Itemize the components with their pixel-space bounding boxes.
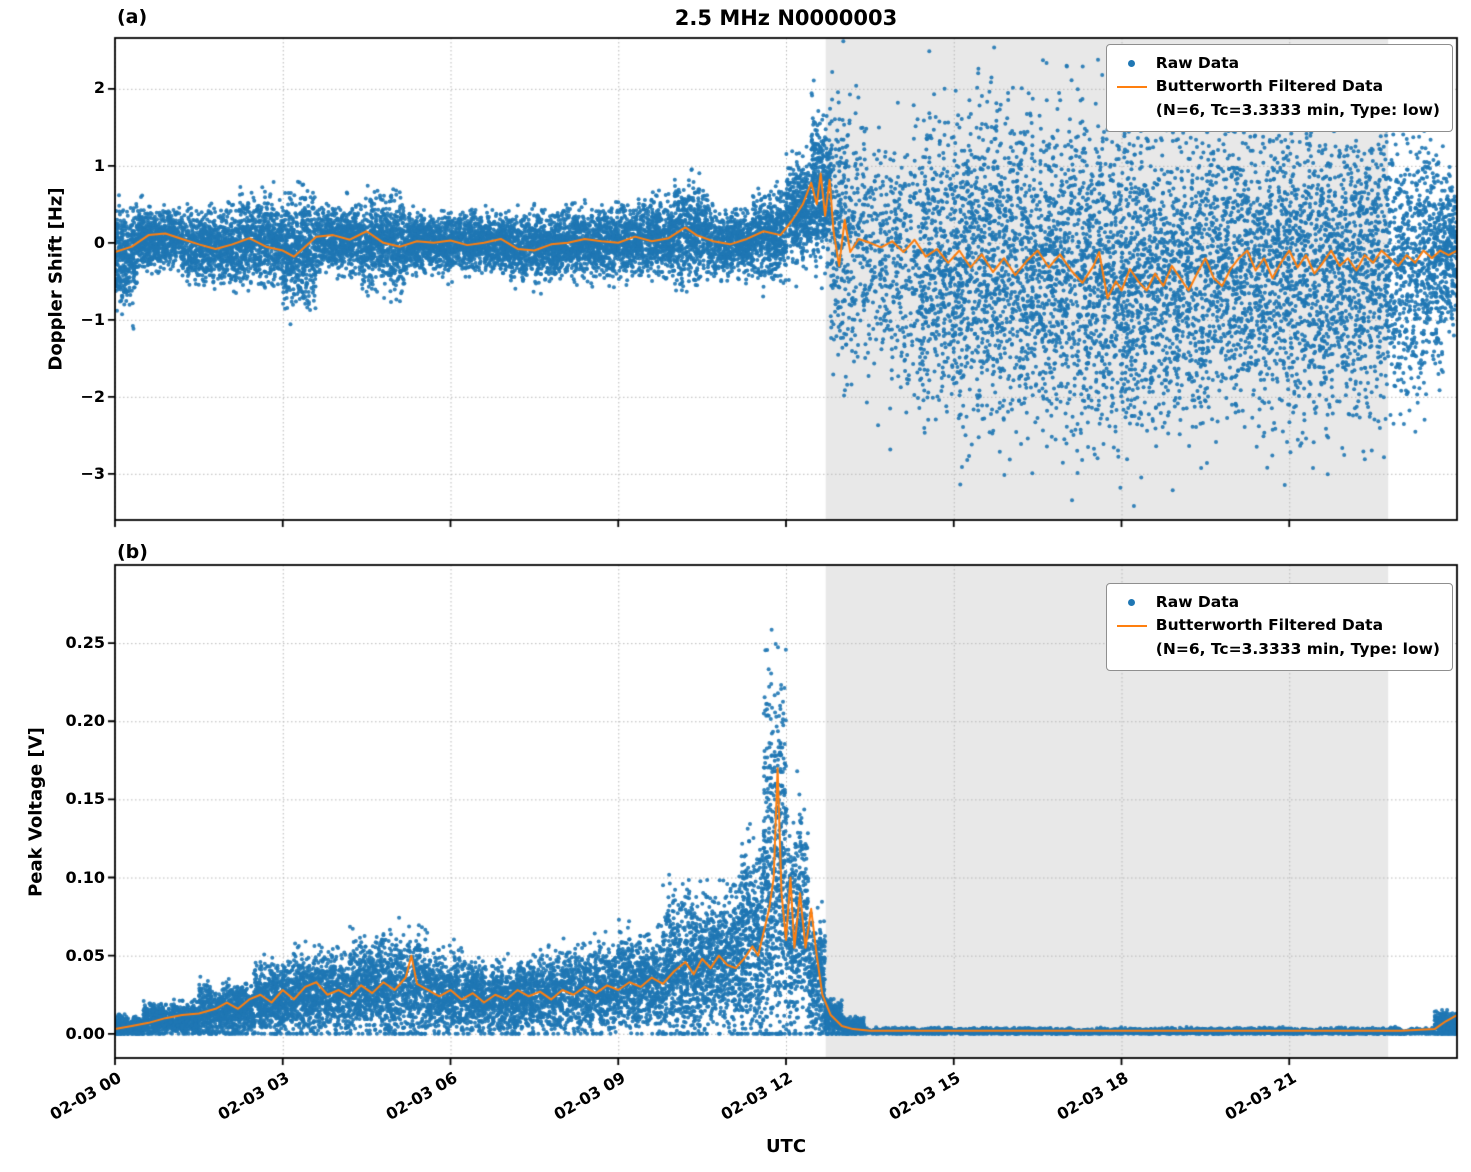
legend-filtered-detail: (N=6, Tc=3.3333 min, Type: low) (1155, 100, 1440, 119)
y-tick-label: 0.15 (65, 789, 105, 808)
filtered-line-icon (1116, 85, 1147, 88)
panel-a-ylabel: Doppler Shift [Hz] (45, 187, 67, 371)
y-tick-label: −3 (80, 464, 105, 483)
y-tick-label: −1 (80, 310, 105, 329)
legend-entry-filtered: Butterworth Filtered Data (1116, 614, 1440, 637)
legend-entry-raw: Raw Data (1117, 591, 1440, 614)
raw-data-dot-icon (1128, 60, 1136, 68)
legend-raw-label: Raw Data (1155, 593, 1240, 611)
y-tick-label: 0.05 (65, 946, 105, 965)
legend-panel-a: Raw Data Butterworth Filtered Data (N=6,… (1105, 44, 1453, 132)
y-tick-label: 2 (93, 78, 105, 97)
raw-data-dot-icon (1128, 599, 1136, 607)
legend-panel-b: Raw Data Butterworth Filtered Data (N=6,… (1105, 583, 1453, 671)
legend-entry-raw: Raw Data (1117, 52, 1440, 75)
legend-entry-filtered-detail: (N=6, Tc=3.3333 min, Type: low) (1117, 99, 1440, 122)
legend-entry-filtered: Butterworth Filtered Data (1116, 75, 1440, 98)
legend-filtered-detail: (N=6, Tc=3.3333 min, Type: low) (1155, 639, 1440, 658)
filtered-line-icon (1116, 624, 1147, 627)
legend-raw-label: Raw Data (1155, 54, 1240, 72)
y-tick-label: 0.10 (65, 868, 105, 887)
y-tick-label: 0.20 (65, 711, 105, 730)
legend-filtered-label: Butterworth Filtered Data (1155, 77, 1384, 96)
panel-b-label: (b) (117, 541, 148, 563)
y-tick-label: 1 (93, 156, 105, 175)
y-tick-label: 0.00 (65, 1024, 105, 1043)
y-tick-label: 0 (93, 233, 105, 252)
panel-b-ylabel: Peak Voltage [V] (25, 727, 47, 897)
legend-filtered-label: Butterworth Filtered Data (1155, 616, 1384, 635)
panel-a-label: (a) (117, 6, 148, 28)
y-tick-label: 0.25 (65, 633, 105, 652)
chart-title: 2.5 MHz N0000003 (674, 6, 898, 30)
y-tick-label: −2 (80, 387, 105, 406)
x-axis-label: UTC (765, 1136, 807, 1157)
legend-entry-filtered-detail: (N=6, Tc=3.3333 min, Type: low) (1117, 638, 1440, 661)
